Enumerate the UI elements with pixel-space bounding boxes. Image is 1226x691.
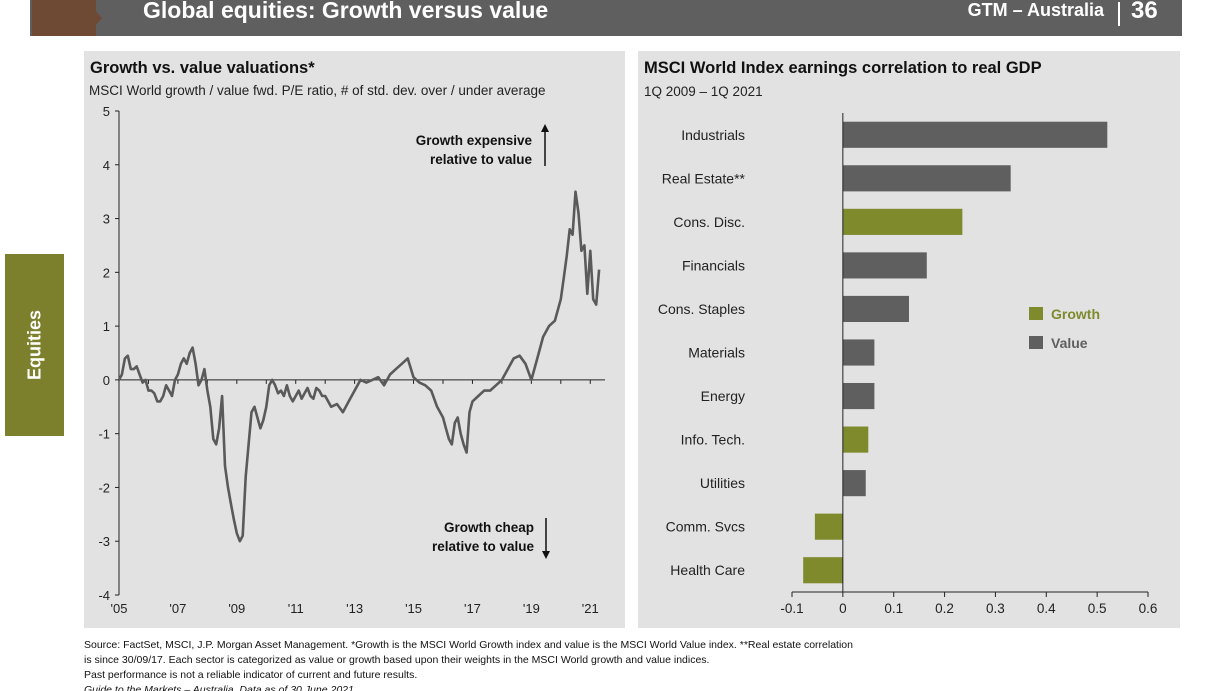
- x-tick-label: 0.1: [884, 601, 903, 616]
- bar-chart-bars: [803, 121, 1108, 584]
- bar: [842, 252, 927, 279]
- category-label: Health Care: [670, 562, 745, 578]
- annotation-cheap-line1: Growth cheap: [444, 520, 534, 535]
- x-tick-label: '11: [288, 601, 304, 616]
- right-chart-subtitle: 1Q 2009 – 1Q 2021: [644, 84, 763, 99]
- bar: [842, 426, 869, 453]
- header-bar: [30, 0, 1182, 36]
- region-label: GTM – Australia: [967, 0, 1104, 20]
- x-tick-label: 0.3: [986, 601, 1005, 616]
- footer-notes: Source: FactSet, MSCI, J.P. Morgan Asset…: [84, 638, 1084, 691]
- category-label: Real Estate**: [662, 170, 746, 186]
- x-tick-label: '05: [111, 601, 128, 616]
- left-chart-title: Growth vs. value valuations*: [90, 59, 315, 77]
- category-label: Financials: [682, 257, 745, 273]
- category-label: Info. Tech.: [681, 432, 745, 448]
- y-tick-label: 4: [103, 158, 110, 173]
- category-label: Cons. Disc.: [673, 214, 745, 230]
- section-tab-equities[interactable]: Equities: [5, 254, 64, 436]
- x-tick-label: 0.6: [1139, 601, 1158, 616]
- y-tick-label: 5: [103, 104, 110, 119]
- y-tick-label: -2: [98, 480, 110, 495]
- page-number: 36: [1131, 0, 1158, 24]
- bar: [842, 295, 909, 323]
- bar: [842, 382, 875, 410]
- y-tick-label: 3: [103, 212, 110, 227]
- bar-chart-axes: Industrials Real Estate** Cons. Disc. Finan…: [658, 113, 1158, 616]
- correlation-bar-chart: Industrials Real Estate** Cons. Disc. Finan…: [658, 113, 1158, 616]
- y-tick-label: -4: [98, 588, 110, 603]
- x-tick-label: '19: [523, 601, 540, 616]
- line-chart-annotations: Growth expensive relative to value Growt…: [416, 124, 550, 559]
- category-label: Cons. Staples: [658, 301, 745, 317]
- x-tick-label: '15: [405, 601, 422, 616]
- valuation-series-line: [117, 190, 601, 543]
- right-chart-title: MSCI World Index earnings correlation to…: [644, 59, 1042, 77]
- category-label: Utilities: [700, 475, 745, 491]
- valuation-line-chart: 5 4 3 2 1 0 -1 -2 -3 -4'05 '07 '09 '11 '13 '15 '17 '19 '2…: [98, 104, 605, 616]
- legend-swatch: [1029, 336, 1043, 349]
- x-tick-label: 0.2: [935, 601, 954, 616]
- category-label: Industrials: [681, 127, 745, 143]
- header-separator: [1118, 2, 1120, 26]
- x-tick-label: '07: [169, 601, 186, 616]
- line-chart-series: [117, 190, 601, 543]
- arrow-up-head-icon: [541, 124, 549, 132]
- x-tick-label: '21: [582, 601, 599, 616]
- category-label: Materials: [688, 345, 745, 361]
- bar: [803, 557, 843, 584]
- header-chevron: [86, 0, 102, 36]
- bar: [842, 208, 963, 235]
- left-chart-subtitle: MSCI World growth / value fwd. P/E ratio…: [89, 83, 546, 98]
- x-tick-label: 0: [839, 601, 847, 616]
- bar: [842, 339, 875, 366]
- annotation-expensive-line1: Growth expensive: [416, 133, 533, 148]
- line-chart-axes: 5 4 3 2 1 0 -1 -2 -3 -4'05 '07 '09 '11 '13 '15 '17 '19 '2…: [98, 104, 605, 616]
- y-tick-label: 1: [103, 319, 110, 334]
- section-tab-label: Equities: [24, 309, 44, 381]
- x-tick-label: '13: [346, 601, 363, 616]
- bar: [842, 470, 866, 497]
- y-tick-label: 2: [103, 265, 110, 280]
- footer-line-3: Past performance is not a reliable indic…: [84, 669, 418, 681]
- y-tick-label: -3: [98, 534, 110, 549]
- category-label: Comm. Svcs: [666, 519, 745, 535]
- bar: [842, 165, 1011, 192]
- annotation-expensive-line2: relative to value: [430, 152, 533, 167]
- y-tick-label: -1: [98, 427, 110, 442]
- legend-swatch: [1029, 307, 1043, 320]
- category-label: Energy: [701, 388, 745, 404]
- earnings-correlation-panel: MSCI World Index earnings correlation to…: [638, 51, 1180, 628]
- legend-label: Growth: [1051, 306, 1100, 322]
- x-tick-label: '09: [228, 601, 245, 616]
- footer-line-2: is since 30/09/17. Each sector is catego…: [84, 654, 710, 666]
- growth-value-panel: Growth vs. value valuations* MSCI World …: [84, 51, 625, 628]
- bar: [842, 121, 1108, 148]
- legend-label: Value: [1051, 335, 1088, 351]
- annotation-cheap-line2: relative to value: [432, 539, 535, 554]
- arrow-down-head-icon: [542, 551, 550, 559]
- bar: [814, 513, 843, 540]
- x-tick-label: 0.4: [1037, 601, 1056, 616]
- footer-guide-line: Guide to the Markets – Australia. Data a…: [84, 684, 357, 691]
- bar-chart-legend: Growth Value: [1029, 306, 1100, 351]
- x-tick-label: 0.5: [1088, 601, 1107, 616]
- x-tick-label: '17: [464, 601, 481, 616]
- y-tick-label: 0: [103, 373, 110, 388]
- footer-line-1: Source: FactSet, MSCI, J.P. Morgan Asset…: [84, 639, 853, 651]
- x-tick-label: -0.1: [780, 601, 803, 616]
- header-accent: [32, 0, 96, 36]
- page-title: Global equities: Growth versus value: [143, 0, 549, 23]
